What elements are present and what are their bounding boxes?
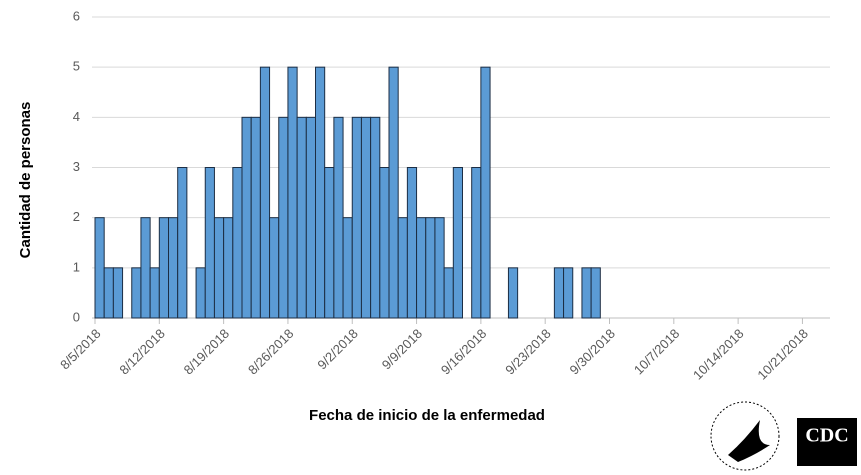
bar xyxy=(480,66,491,319)
bar xyxy=(149,267,160,319)
bar xyxy=(507,267,519,319)
y-tick-label: 1 xyxy=(73,259,80,274)
bar xyxy=(168,217,179,319)
bar xyxy=(112,267,124,319)
bar xyxy=(563,267,574,319)
x-tick-label: 9/16/2018 xyxy=(438,326,490,378)
bar xyxy=(379,167,390,319)
y-axis-label: Cantidad de personas xyxy=(17,102,34,259)
bar xyxy=(158,217,169,319)
bar xyxy=(213,217,225,319)
y-tick-label: 2 xyxy=(73,209,80,224)
x-tick-label: 9/2/2018 xyxy=(314,326,360,372)
x-tick-label: 8/19/2018 xyxy=(181,326,233,378)
x-tick-label: 8/26/2018 xyxy=(245,326,297,378)
cdc-text: CDC xyxy=(805,425,848,447)
bar xyxy=(360,116,372,319)
bar xyxy=(315,66,326,319)
bar xyxy=(269,217,280,319)
bar xyxy=(406,167,418,319)
bar xyxy=(397,217,408,319)
x-tick-label: 10/7/2018 xyxy=(631,326,683,378)
x-tick-label: 9/9/2018 xyxy=(379,326,425,372)
bar xyxy=(223,217,234,319)
bar xyxy=(388,66,399,319)
bar xyxy=(581,267,592,319)
bar xyxy=(140,217,151,319)
bar xyxy=(177,167,188,319)
y-tick-label: 6 xyxy=(73,8,80,23)
bar xyxy=(195,267,206,319)
bar xyxy=(434,217,445,319)
x-tick-label: 10/14/2018 xyxy=(690,326,747,383)
bar xyxy=(250,116,261,319)
bar xyxy=(278,116,289,319)
bar xyxy=(131,267,142,319)
bar xyxy=(443,267,454,319)
bar xyxy=(259,66,271,319)
bar xyxy=(342,217,353,319)
bar xyxy=(425,217,436,319)
bar xyxy=(351,116,362,319)
y-tick-label: 0 xyxy=(73,309,80,324)
bar xyxy=(232,167,243,319)
bar xyxy=(324,167,335,319)
x-tick-label: 10/21/2018 xyxy=(754,326,811,383)
x-tick-label: 9/23/2018 xyxy=(502,326,554,378)
bar xyxy=(103,267,114,319)
bar xyxy=(553,267,565,319)
bar xyxy=(94,217,105,319)
bar xyxy=(370,116,381,319)
y-tick-label: 5 xyxy=(73,59,80,74)
bar xyxy=(590,267,601,319)
x-axis-label: Fecha de inicio de la enfermedad xyxy=(309,407,545,424)
y-tick-label: 4 xyxy=(73,109,80,124)
bar xyxy=(416,217,427,319)
bar xyxy=(241,116,252,319)
bar xyxy=(305,116,316,319)
y-tick-label: 3 xyxy=(73,159,80,174)
x-tick-label: 8/12/2018 xyxy=(116,326,168,378)
bar xyxy=(204,167,215,319)
bar xyxy=(333,116,344,319)
bar xyxy=(287,66,298,319)
hhs-logo xyxy=(710,401,780,471)
bar xyxy=(471,167,482,319)
x-tick-label: 9/30/2018 xyxy=(567,326,619,378)
bar xyxy=(296,116,307,319)
cdc-logo: CDC xyxy=(797,418,857,466)
x-tick-label: 8/5/2018 xyxy=(57,326,103,372)
bar xyxy=(452,167,463,319)
